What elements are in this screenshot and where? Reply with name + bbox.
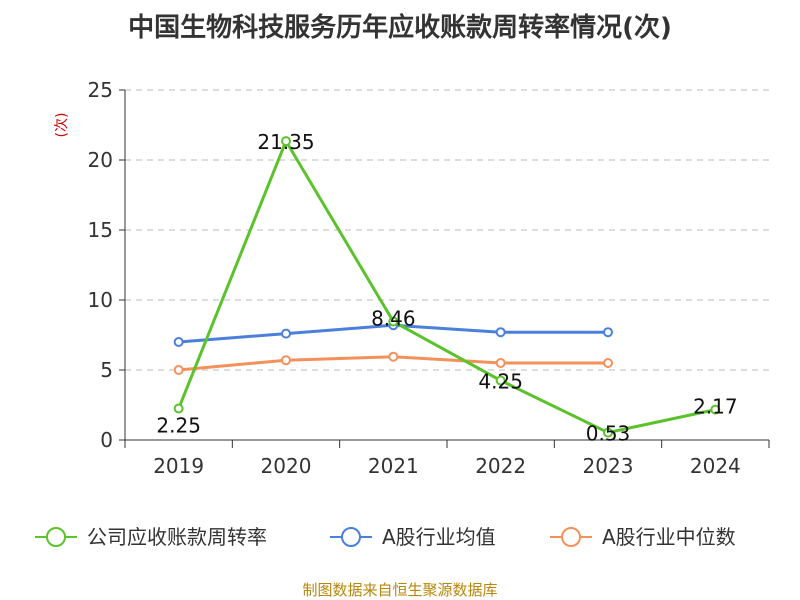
data-point [173, 365, 184, 375]
data-label: 4.25 [478, 370, 523, 394]
chart-title: 中国生物科技服务历年应收账款周转率情况(次) [128, 12, 672, 43]
data-point [495, 375, 506, 386]
legend: 公司应收账款周转率 A股行业均值 A股行业中位数 [35, 525, 736, 549]
legend-marker-icon [561, 527, 581, 547]
data-label: 21.35 [257, 130, 314, 154]
data-point [495, 358, 506, 368]
y-axis-unit: (次) [54, 113, 70, 138]
x-tick-label: 2020 [261, 454, 312, 478]
source-note: 制图数据来自恒生聚源数据库 [302, 581, 497, 599]
data-point [603, 427, 613, 438]
data-point [173, 337, 184, 347]
data-point [281, 328, 291, 339]
legend-marker-icon [46, 527, 66, 547]
x-tick-label: 2022 [475, 454, 526, 478]
data-point [388, 316, 399, 327]
data-labels: 2.25 21.35 8.46 4.25 0.53 2.17 [156, 130, 737, 445]
data-label: 2.25 [156, 414, 201, 438]
y-tick-label: 20 [88, 148, 113, 172]
data-point [281, 355, 291, 366]
data-point [603, 358, 613, 368]
y-tick-label: 15 [88, 218, 113, 242]
gridlines [125, 89, 769, 371]
legend-item: A股行业中位数 [550, 525, 736, 549]
y-tick-label: 0 [100, 428, 113, 452]
data-label: 2.17 [693, 395, 738, 419]
data-point [710, 404, 721, 415]
legend-marker-icon [341, 527, 361, 547]
data-point [495, 327, 506, 338]
x-tick-label: 2019 [153, 454, 204, 478]
legend-label: A股行业中位数 [602, 525, 736, 549]
series-lines [173, 136, 721, 438]
data-point [173, 403, 184, 414]
x-tick-label: 2021 [368, 454, 419, 478]
legend-item: A股行业均值 [330, 525, 496, 549]
y-tick-label: 10 [88, 288, 113, 312]
legend-label: 公司应收账款周转率 [87, 525, 267, 549]
data-point [388, 351, 399, 362]
y-tick-label: 5 [100, 358, 113, 382]
tick-labels: 0 5 10 15 20 25 2019 2020 2021 2022 2023 2024 [88, 78, 741, 478]
data-point [603, 327, 613, 338]
legend-label: A股行业均值 [382, 525, 496, 549]
data-label: 8.46 [371, 307, 416, 331]
data-label: 0.53 [586, 422, 631, 446]
x-tick-label: 2023 [583, 454, 634, 478]
series-line-0 [177, 139, 716, 435]
axes [119, 89, 770, 448]
y-tick-label: 25 [88, 78, 113, 102]
data-point [281, 136, 291, 147]
legend-item: 公司应收账款周转率 [35, 525, 267, 549]
x-tick-label: 2024 [690, 454, 741, 478]
